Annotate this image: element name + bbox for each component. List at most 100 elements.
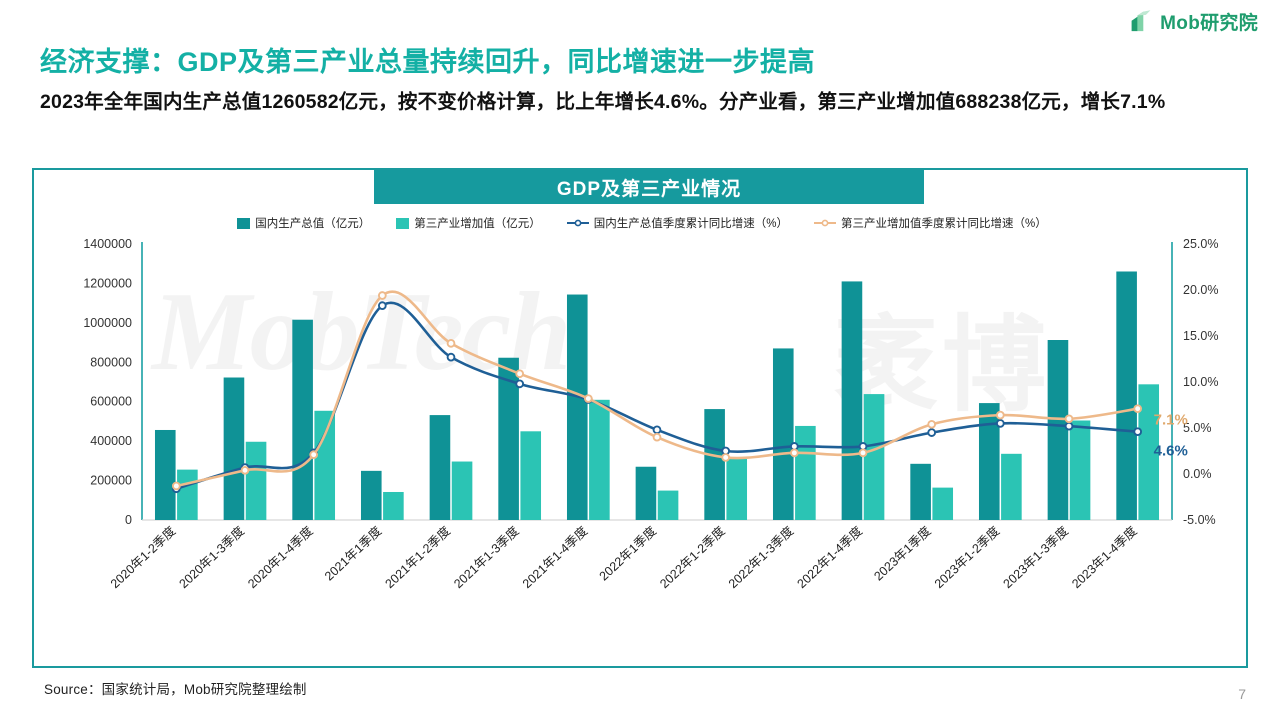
x-axis-label: 2021年1季度 — [321, 523, 384, 584]
svg-text:2022年1季度: 2022年1季度 — [596, 523, 659, 584]
svg-text:2021年1季度: 2021年1季度 — [321, 523, 384, 584]
bar — [451, 461, 473, 520]
x-axis-label: 2022年1-3季度 — [725, 523, 797, 591]
line-marker — [515, 379, 525, 389]
line-marker — [377, 291, 387, 300]
svg-text:600000: 600000 — [90, 395, 132, 409]
data-label: 4.6% — [1154, 443, 1188, 460]
bar — [657, 490, 679, 520]
x-axis-label: 2020年1-4季度 — [245, 523, 317, 591]
svg-text:2022年1-3季度: 2022年1-3季度 — [725, 523, 797, 591]
legend-label: 第三产业增加值季度累计同比增速（%） — [841, 218, 1047, 230]
bar — [863, 394, 885, 520]
legend-item-tertiary-growth-line[interactable]: 第三产业增加值季度累计同比增速（%） — [814, 215, 1047, 231]
line-marker — [721, 453, 731, 462]
x-axis-label: 2021年1-4季度 — [519, 523, 591, 591]
svg-text:0: 0 — [125, 513, 132, 527]
chart-container: GDP及第三产业情况 国内生产总值（亿元） 第三产业增加值（亿元） 国内生产总值… — [32, 168, 1248, 668]
line-marker — [309, 450, 319, 460]
line-marker — [995, 410, 1005, 420]
line-marker — [1133, 427, 1143, 437]
x-axis-label: 2022年1-2季度 — [657, 523, 729, 591]
x-axis-label: 2021年1-3季度 — [451, 523, 523, 591]
line-marker — [858, 448, 868, 458]
bar — [498, 357, 519, 520]
chart-svg: 0 200000 400000 600000 800000 1000000 1200000 1… — [83, 237, 1218, 591]
legend-label: 国内生产总值（亿元） — [255, 218, 371, 230]
x-axis-label: 2020年1-2季度 — [107, 523, 179, 591]
line-series — [175, 290, 1139, 488]
line-marker — [652, 425, 662, 435]
bar — [726, 458, 748, 520]
svg-text:1000000: 1000000 — [83, 316, 132, 330]
bar — [177, 469, 198, 520]
svg-text:800000: 800000 — [90, 355, 132, 369]
line-marker — [995, 419, 1005, 428]
x-axis-label: 2021年1-2季度 — [382, 523, 454, 591]
line-marker — [171, 481, 181, 491]
svg-text:25.0%: 25.0% — [1183, 237, 1218, 251]
chart-legend: 国内生产总值（亿元） 第三产业增加值（亿元） 国内生产总值季度累计同比增速（%）… — [34, 212, 1250, 234]
summary-paragraph: 2023年全年国内生产总值1260582亿元，按不变价格计算，比上年增长4.6%… — [40, 91, 1166, 113]
bar — [978, 403, 1000, 520]
svg-text:2021年1-2季度: 2021年1-2季度 — [382, 523, 454, 591]
bar — [772, 348, 794, 520]
chart-title: GDP及第三产业情况 — [374, 170, 924, 204]
line-marker — [927, 419, 937, 429]
chart-plot-area: 0 200000 400000 600000 800000 1000000 1200000 1… — [34, 232, 1250, 668]
bar — [520, 431, 542, 520]
bar — [223, 377, 245, 520]
legend-item-tertiary-bar[interactable]: 第三产业增加值（亿元） — [396, 215, 541, 231]
bar — [360, 470, 382, 520]
bar — [314, 410, 336, 520]
svg-text:2023年1-4季度: 2023年1-4季度 — [1069, 523, 1141, 591]
bar — [429, 415, 451, 520]
svg-text:2023年1-3季度: 2023年1-3季度 — [1000, 523, 1072, 591]
x-axis-label: 2020年1-3季度 — [176, 523, 248, 591]
bar — [704, 409, 725, 520]
x-axis-label: 2023年1季度 — [871, 523, 934, 584]
line-marker — [1064, 421, 1074, 431]
bar — [566, 294, 588, 520]
page-number: 7 — [1238, 686, 1246, 702]
line-marker — [1064, 414, 1074, 424]
bar — [1138, 384, 1160, 520]
bar — [635, 466, 657, 520]
line-marker — [927, 428, 937, 437]
line-marker — [652, 432, 662, 442]
svg-text:2020年1-4季度: 2020年1-4季度 — [245, 523, 317, 591]
page-title: 经济支撑：GDP及第三产业总量持续回升，同比增速进一步提高 — [40, 47, 816, 77]
brand-logo: Mob研究院 — [1129, 8, 1258, 35]
data-label: 7.1% — [1154, 412, 1188, 429]
bar — [245, 441, 267, 520]
line-marker — [240, 465, 250, 475]
svg-text:200000: 200000 — [90, 474, 132, 488]
legend-label: 国内生产总值季度累计同比增速（%） — [593, 218, 788, 230]
line-marker — [377, 301, 387, 310]
legend-label: 第三产业增加值（亿元） — [414, 218, 541, 230]
legend-item-gdp-growth-line[interactable]: 国内生产总值季度累计同比增速（%） — [566, 215, 788, 231]
legend-line-marker-icon — [814, 219, 836, 227]
svg-text:2022年1-2季度: 2022年1-2季度 — [657, 523, 729, 591]
svg-text:0.0%: 0.0% — [1183, 467, 1212, 481]
svg-text:400000: 400000 — [90, 434, 132, 448]
line-marker — [515, 369, 525, 379]
legend-item-gdp-bar[interactable]: 国内生产总值（亿元） — [237, 215, 370, 231]
svg-text:-5.0%: -5.0% — [1183, 513, 1216, 527]
line-marker — [789, 448, 799, 458]
legend-swatch-icon — [396, 217, 410, 229]
svg-text:2020年1-3季度: 2020年1-3季度 — [176, 523, 248, 591]
bar — [1001, 453, 1022, 520]
svg-text:2020年1-2季度: 2020年1-2季度 — [107, 523, 179, 591]
bar — [932, 487, 954, 520]
bar — [1069, 420, 1091, 520]
svg-text:2023年1季度: 2023年1季度 — [871, 523, 934, 584]
x-axis-label: 2023年1-3季度 — [1000, 523, 1072, 591]
bar — [1116, 271, 1137, 520]
bar — [154, 429, 176, 520]
mob-logo-icon — [1131, 9, 1151, 31]
bar — [383, 491, 404, 520]
svg-text:10.0%: 10.0% — [1183, 375, 1218, 389]
line-marker — [583, 394, 593, 403]
bar — [589, 399, 610, 520]
